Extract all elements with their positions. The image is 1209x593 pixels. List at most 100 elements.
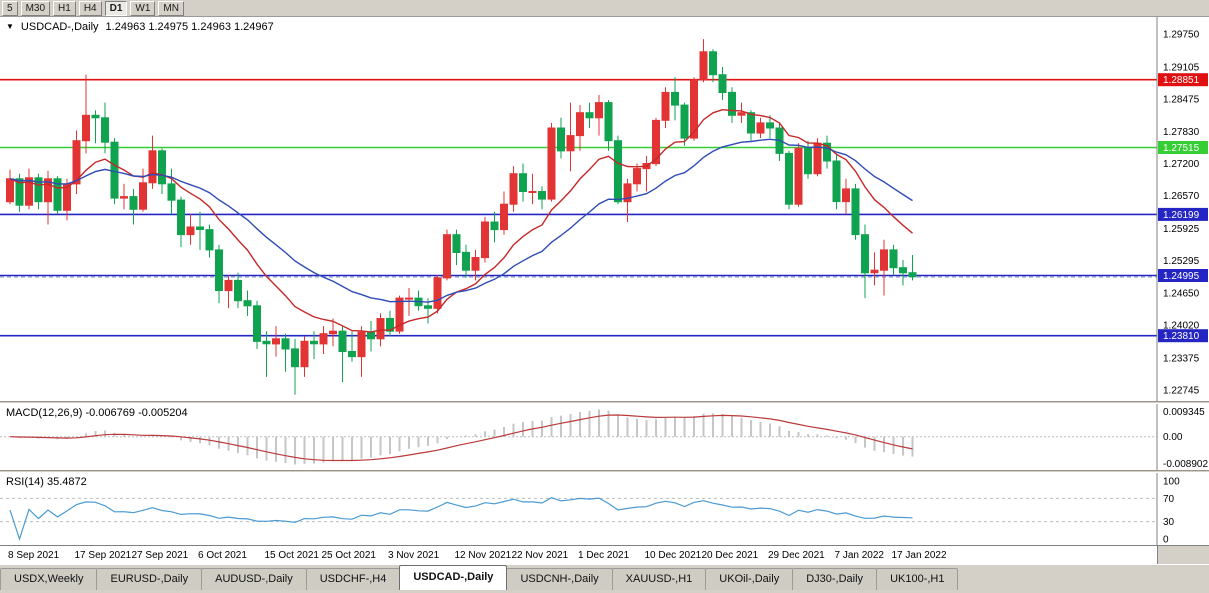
chart-tab-usdcad-daily[interactable]: USDCAD-,Daily xyxy=(399,565,508,590)
candle xyxy=(538,191,546,200)
timeframe-button-d1[interactable]: D1 xyxy=(104,0,128,16)
one-click-trading-arrow-icon[interactable]: ▼ xyxy=(6,22,14,31)
timeframe-button-h4[interactable]: H4 xyxy=(78,0,102,16)
candle xyxy=(671,91,679,106)
timeframe-button-mn[interactable]: MN xyxy=(158,0,184,16)
timeframe-button-5[interactable]: 5 xyxy=(2,0,18,16)
candle xyxy=(690,79,698,139)
pane-splitter-rsi[interactable] xyxy=(0,470,1209,473)
candle xyxy=(595,102,603,119)
rsi-background xyxy=(0,473,1209,545)
candle xyxy=(709,51,717,76)
date-tick-label: 7 Jan 2022 xyxy=(834,550,885,561)
rsi-line xyxy=(9,497,913,541)
candle xyxy=(433,277,442,309)
chart-tab-eurusd-daily[interactable]: EURUSD-,Daily xyxy=(96,568,203,590)
candle xyxy=(310,340,318,345)
candle xyxy=(737,112,746,116)
candle xyxy=(25,177,33,206)
macd-pane[interactable]: 0.009345 0.00 -0.008902 MACD(12,26,9) -0.0… xyxy=(0,404,1209,470)
candle xyxy=(424,305,432,309)
candle xyxy=(329,330,337,335)
candle xyxy=(215,249,223,291)
axis-corner xyxy=(1158,546,1209,564)
timeframe-button-h1[interactable]: H1 xyxy=(53,0,76,16)
candle xyxy=(842,188,850,203)
price-badge xyxy=(1158,207,1208,221)
price-badge xyxy=(1158,269,1208,282)
candle xyxy=(386,318,394,332)
price-tick: 1.25925 xyxy=(1163,224,1200,235)
candle xyxy=(44,178,52,203)
candle xyxy=(443,234,451,279)
time-axis[interactable]: 8 Sep 2021 17 Sep 2021 27 Sep 2021 6 Oct 20… xyxy=(0,545,1209,564)
chart-tab-uk100-h1[interactable]: UK100-,H1 xyxy=(876,568,959,590)
candle xyxy=(718,74,727,93)
chart-tab-bar: USDX,Weekly EURUSD-,Daily AUDUSD-,Daily USD… xyxy=(0,564,1209,593)
candle xyxy=(357,331,366,358)
candle xyxy=(462,251,470,271)
price-badge xyxy=(1158,141,1208,154)
candle xyxy=(319,333,328,345)
candle xyxy=(395,297,404,332)
candle xyxy=(281,338,290,350)
rsi-scale-tick: 70 xyxy=(1163,494,1175,505)
price-badge-label: 1.28851 xyxy=(1163,75,1200,86)
candle xyxy=(91,114,100,119)
chart-tab-usdcnh-daily[interactable]: USDCNH-,Daily xyxy=(506,568,613,590)
candle xyxy=(490,221,499,231)
candle xyxy=(566,135,575,152)
candle xyxy=(557,127,565,152)
price-tick: 1.25295 xyxy=(1163,256,1200,267)
candle xyxy=(234,279,242,302)
candle xyxy=(6,178,14,203)
timeframe-button-m30[interactable]: M30 xyxy=(20,0,51,16)
candle xyxy=(623,183,632,203)
candle xyxy=(110,141,119,199)
ma-slow-line xyxy=(9,138,913,303)
candle xyxy=(405,297,413,300)
candle xyxy=(139,182,147,210)
candle xyxy=(633,168,641,185)
candle xyxy=(101,117,109,143)
rsi-scale-tick: 100 xyxy=(1163,477,1180,488)
price-tick: 1.22745 xyxy=(1163,385,1200,396)
price-badge xyxy=(1158,329,1208,343)
macd-chart-svg[interactable]: 0.009345 0.00 -0.008902 xyxy=(0,404,1209,470)
rsi-chart-svg[interactable]: 100 70 30 0 xyxy=(0,473,1209,545)
chart-tab-audusd-daily[interactable]: AUDUSD-,Daily xyxy=(201,568,307,590)
candle xyxy=(205,229,214,251)
candle xyxy=(823,142,831,162)
candle xyxy=(262,340,271,345)
candle xyxy=(576,112,584,137)
timeframe-button-w1[interactable]: W1 xyxy=(130,0,156,16)
chart-tab-ukoil-daily[interactable]: UKOil-,Daily xyxy=(705,568,794,590)
date-tick-label: 29 Dec 2021 xyxy=(768,550,825,561)
chart-tab-xauusd-h1[interactable]: XAUUSD-,H1 xyxy=(611,568,707,590)
candle xyxy=(224,279,233,292)
chart-tab-usdchf-h4[interactable]: USDCHF-,H4 xyxy=(305,568,401,590)
chart-tab-dj30-daily[interactable]: DJ30-,Daily xyxy=(792,568,878,590)
candle xyxy=(338,330,347,353)
candle xyxy=(177,199,185,236)
price-chart-pane[interactable]: 1.29750 1.29105 1.28475 1.27830 1.27200 1.265… xyxy=(0,17,1209,401)
candle xyxy=(53,178,62,211)
rsi-pane[interactable]: 100 70 30 0 RSI(14) 35.4872 xyxy=(0,473,1209,545)
timeframe-toolbar: 5 M30 H1 H4 D1 W1 MN xyxy=(0,0,1209,17)
candle xyxy=(880,249,888,271)
price-tick: 1.27200 xyxy=(1163,159,1200,170)
candle xyxy=(291,348,299,368)
candle xyxy=(832,160,841,203)
candle xyxy=(500,203,508,231)
candle xyxy=(547,127,556,200)
ma-fast-line xyxy=(9,108,913,333)
rsi-scale-tick: 30 xyxy=(1163,517,1175,528)
chart-tab-usdx-weekly[interactable]: USDX,Weekly xyxy=(0,568,98,590)
pane-splitter-macd[interactable] xyxy=(0,401,1209,404)
candle xyxy=(519,173,527,192)
candle xyxy=(861,234,869,274)
main-chart-svg[interactable]: 1.29750 1.29105 1.28475 1.27830 1.27200 1.265… xyxy=(0,17,1209,401)
candle xyxy=(72,140,81,185)
candle xyxy=(899,267,907,274)
